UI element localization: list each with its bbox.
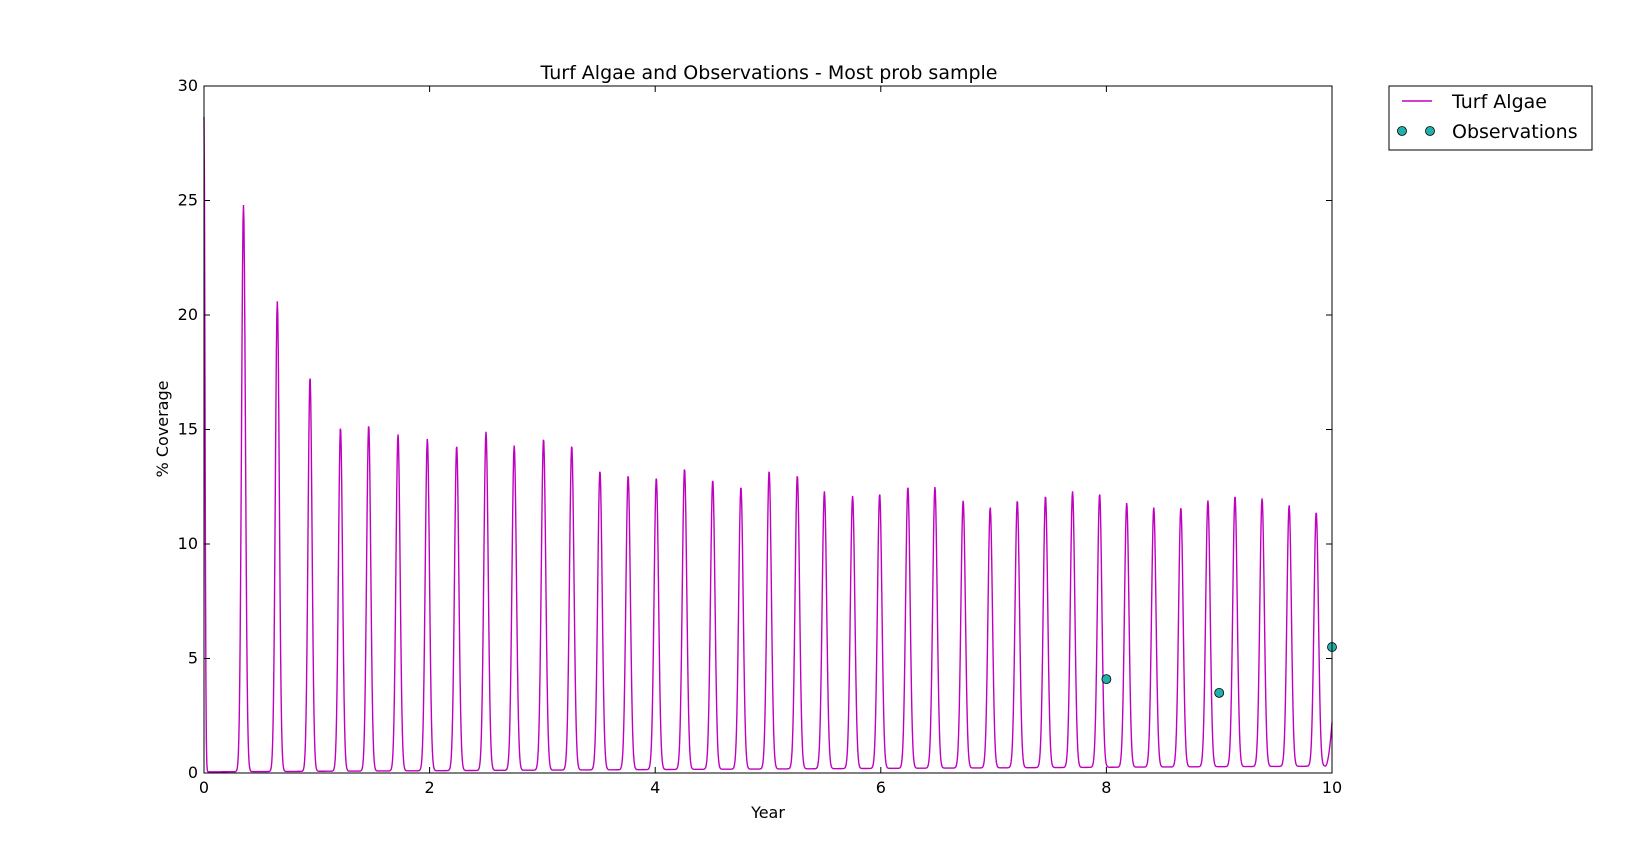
- x-tick-label: 8: [1101, 778, 1111, 797]
- legend-box: [1388, 85, 1593, 151]
- x-tick-label: 10: [1322, 778, 1342, 797]
- legend-label-turf-algae: Turf Algae: [1451, 91, 1547, 113]
- legend-marker-observations-2: [1425, 126, 1435, 136]
- x-tick-label: 2: [425, 778, 435, 797]
- series-line-turf-algae: [203, 116, 1333, 773]
- y-tick-label: 15: [178, 420, 198, 439]
- observation-point: [1214, 687, 1225, 698]
- x-axis-label: Year: [750, 803, 785, 822]
- tick-layer: 0 2 4 6 8 10 0 5 10 15 20 25 30: [178, 76, 1343, 797]
- y-tick-label: 0: [188, 763, 198, 782]
- y-axis-label: % Coverage: [153, 381, 172, 478]
- x-tick-label: 6: [876, 778, 886, 797]
- y-tick-label: 5: [188, 649, 198, 668]
- legend: Turf Algae Observations: [1388, 85, 1593, 151]
- observation-point: [1101, 674, 1112, 685]
- chart-title: Turf Algae and Observations - Most prob …: [540, 62, 998, 84]
- y-tick-label: 20: [178, 305, 198, 324]
- legend-label-observations: Observations: [1452, 121, 1578, 143]
- legend-marker-observations-1: [1397, 126, 1407, 136]
- x-tick-label: 4: [650, 778, 660, 797]
- y-tick-label: 30: [178, 76, 198, 95]
- plot-area: 0 2 4 6 8 10 0 5 10 15 20 25 30: [178, 76, 1343, 797]
- series-layer: [203, 116, 1337, 773]
- y-tick-label: 25: [178, 191, 198, 210]
- y-tick-label: 10: [178, 534, 198, 553]
- x-tick-label: 0: [199, 778, 209, 797]
